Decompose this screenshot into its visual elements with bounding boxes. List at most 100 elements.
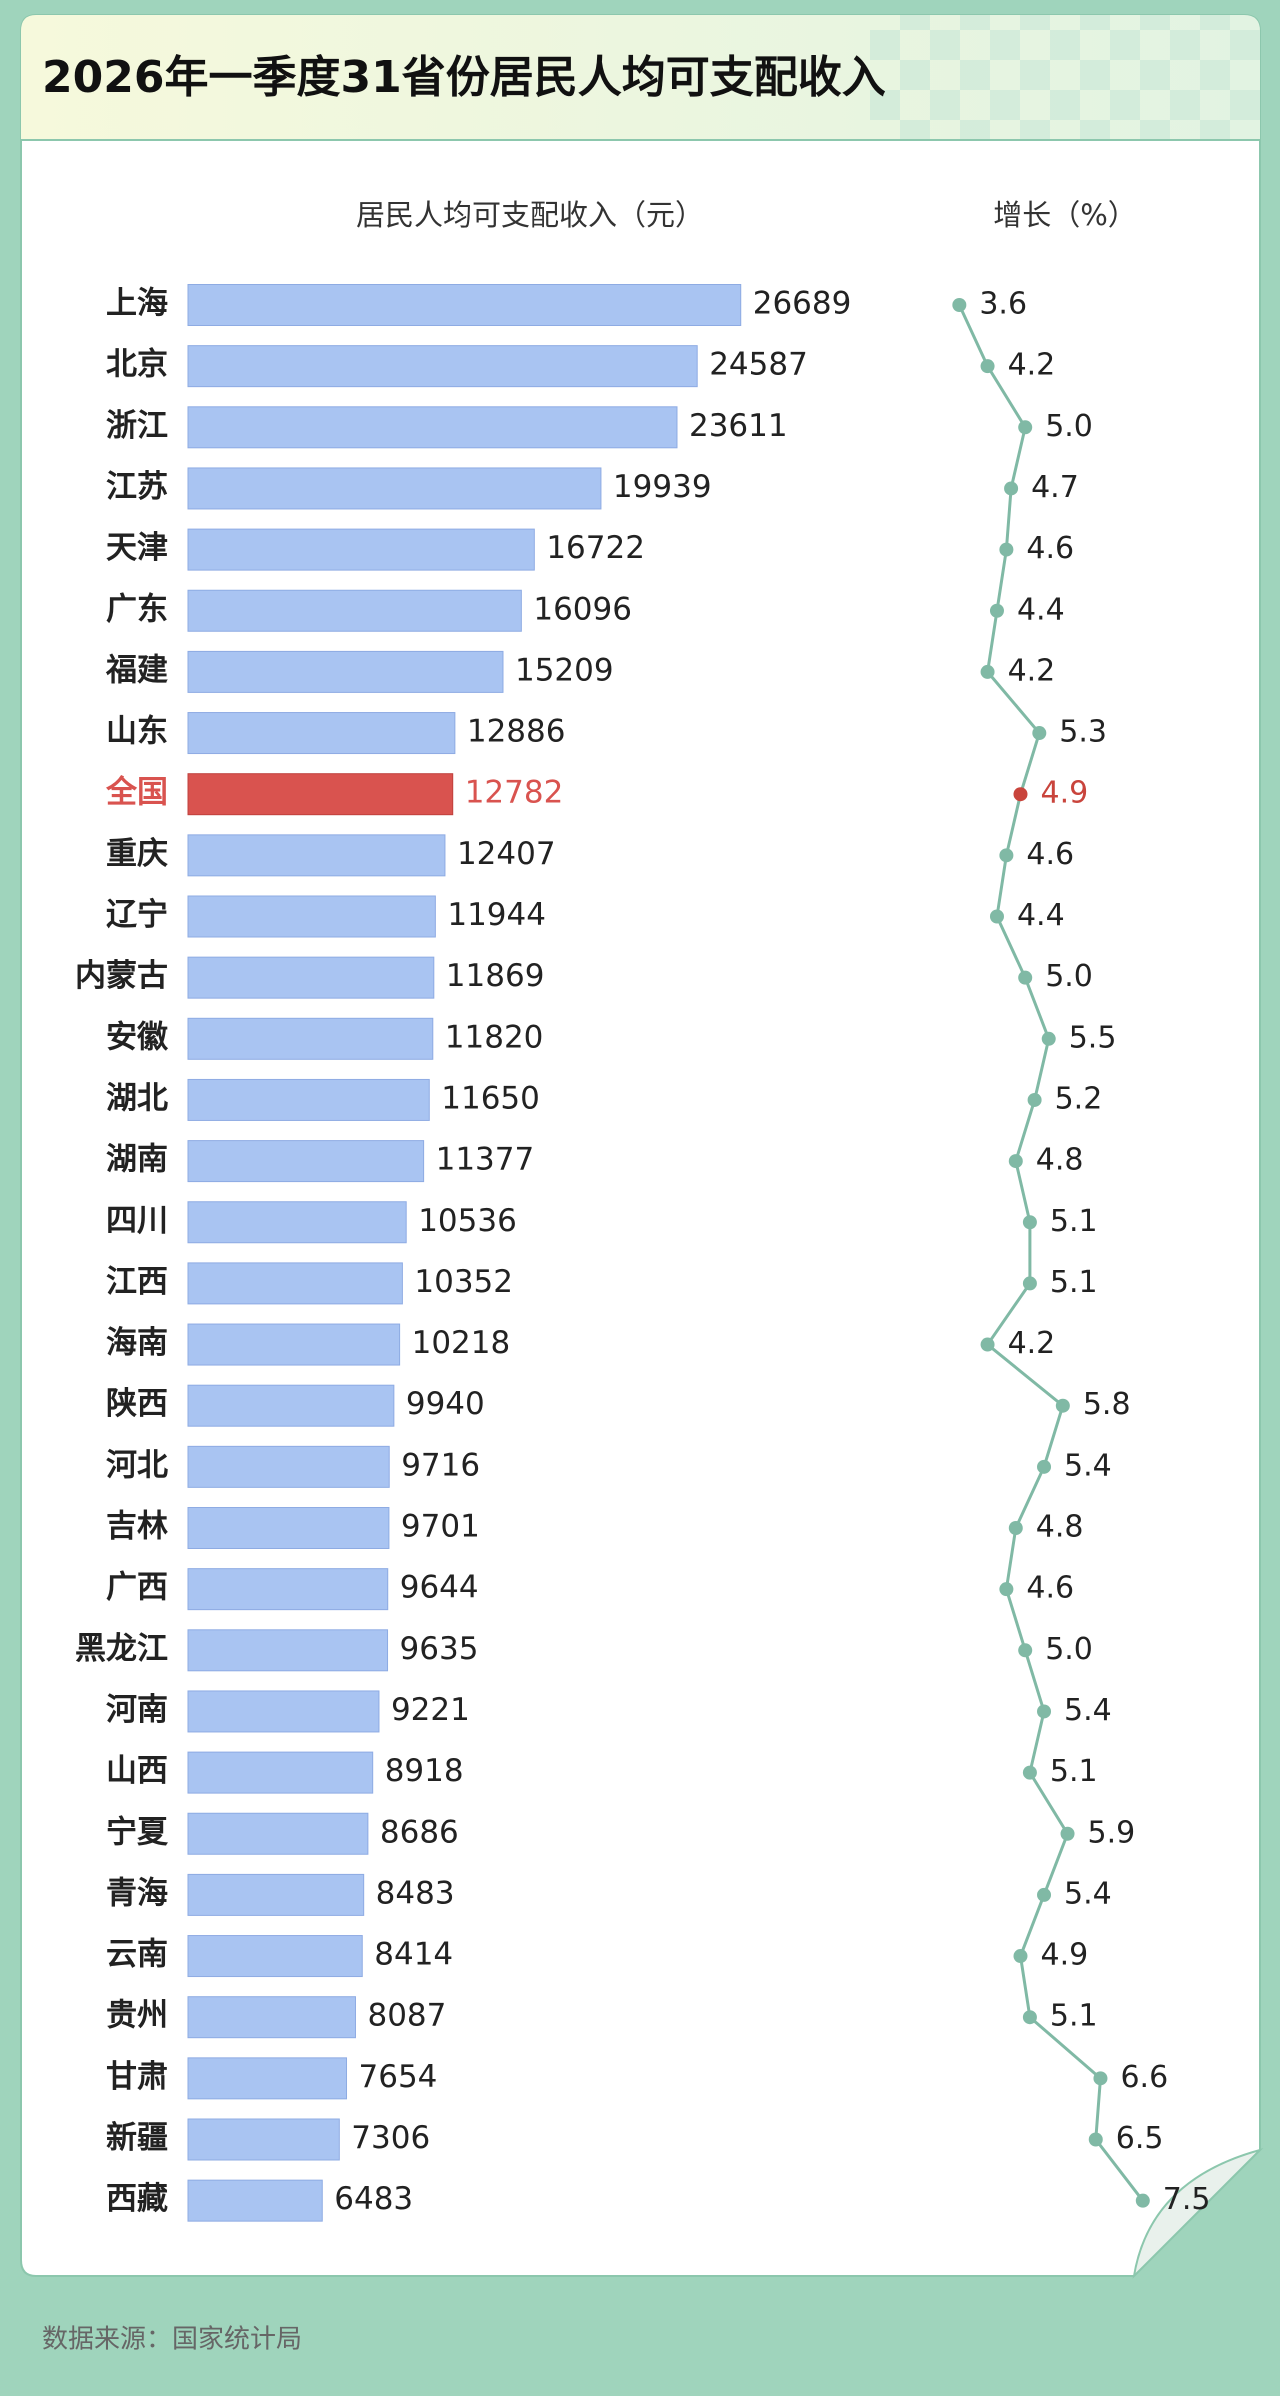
value-label: 9635 <box>400 1631 479 1667</box>
title: 2026年一季度31省份居民人均可支配收入 <box>42 52 886 103</box>
growth-label: 4.2 <box>1008 653 1056 688</box>
growth-label: 5.0 <box>1045 959 1093 994</box>
growth-dot <box>1037 1704 1052 1719</box>
title-pattern <box>870 15 1260 140</box>
category-label: 辽宁 <box>106 897 168 933</box>
value-label: 10536 <box>418 1203 517 1239</box>
value-label: 12782 <box>465 775 564 811</box>
growth-dot <box>989 909 1004 924</box>
growth-dot <box>1060 1826 1075 1841</box>
value-label: 8087 <box>367 1998 446 2034</box>
bar <box>187 2118 340 2161</box>
category-label: 北京 <box>106 347 168 383</box>
category-label: 四川 <box>106 1203 168 1239</box>
value-label: 9716 <box>401 1447 480 1483</box>
growth-line <box>957 304 1144 2202</box>
growth-dot <box>1055 1398 1070 1413</box>
value-label: 11869 <box>446 958 545 994</box>
growth-label: 5.3 <box>1059 715 1107 750</box>
growth-dot <box>1018 1643 1033 1658</box>
growth-dot <box>999 848 1014 863</box>
growth-dot <box>1093 2071 1108 2086</box>
value-label: 9940 <box>406 1386 485 1422</box>
growth-dot <box>1135 2193 1150 2208</box>
category-label: 甘肃 <box>106 2059 168 2095</box>
growth-dot <box>1022 1276 1037 1291</box>
value-label: 7654 <box>359 2059 438 2095</box>
bar <box>187 1323 401 1366</box>
growth-label: 5.1 <box>1050 1754 1098 1789</box>
growth-dot <box>989 603 1004 618</box>
category-label: 山西 <box>106 1753 168 1789</box>
source: 数据来源：国家统计局 <box>42 2325 302 2355</box>
bar <box>187 1507 390 1549</box>
bar <box>187 1140 425 1183</box>
value-label: 26689 <box>753 286 852 322</box>
value-label: 9644 <box>400 1570 479 1606</box>
bar <box>187 589 522 632</box>
growth-dot <box>1037 1459 1052 1474</box>
value-label: 10218 <box>412 1325 511 1361</box>
growth-label: 4.6 <box>1026 1571 1074 1606</box>
growth-label: 4.4 <box>1017 592 1065 627</box>
category-label: 吉林 <box>106 1509 168 1545</box>
bar <box>187 712 456 755</box>
category-label: 全国 <box>105 775 168 811</box>
value-label: 19939 <box>613 469 712 505</box>
growth-dot <box>1008 1154 1023 1169</box>
growth-label: 5.2 <box>1055 1081 1103 1116</box>
growth-label: 5.5 <box>1069 1020 1117 1055</box>
category-label: 青海 <box>106 1875 168 1911</box>
category-label: 宁夏 <box>106 1814 169 1850</box>
bar <box>187 773 454 816</box>
growth-label: 4.9 <box>1040 776 1088 811</box>
value-label: 11820 <box>445 1019 544 1055</box>
growth-label: 3.6 <box>979 287 1027 322</box>
category-label: 云南 <box>106 1937 168 1973</box>
value-label: 6483 <box>334 2181 413 2217</box>
bar <box>187 1873 365 1916</box>
category-label: 江苏 <box>106 469 168 505</box>
growth-label: 6.6 <box>1120 2060 1168 2095</box>
growth-dot <box>980 359 995 374</box>
bar <box>187 1078 430 1121</box>
growth-label: 5.0 <box>1045 409 1093 444</box>
value-label: 8918 <box>385 1753 464 1789</box>
category-label: 重庆 <box>106 836 168 872</box>
growth-label: 4.6 <box>1026 531 1074 566</box>
growth-dot <box>1004 481 1019 496</box>
growth-label: 5.1 <box>1050 1999 1098 2034</box>
bar <box>187 834 446 877</box>
bar <box>187 1812 369 1855</box>
growth-dot <box>1032 726 1047 741</box>
bar <box>187 406 678 449</box>
growth-dot <box>999 1582 1014 1597</box>
growth-label: 4.2 <box>1008 348 1056 383</box>
growth-label: 5.8 <box>1083 1387 1131 1422</box>
value-label: 11377 <box>436 1142 535 1178</box>
growth-label: 4.8 <box>1036 1510 1084 1545</box>
value-label: 9221 <box>391 1692 470 1728</box>
category-label: 天津 <box>106 530 168 566</box>
growth-dot <box>1013 1949 1028 1964</box>
value-label: 8483 <box>376 1875 455 1911</box>
growth-dot <box>1037 1887 1052 1902</box>
value-label: 15209 <box>515 652 614 688</box>
growth-label: 4.2 <box>1008 1326 1056 1361</box>
bar <box>187 895 436 938</box>
bar <box>187 1690 380 1733</box>
growth-dot <box>980 1337 995 1352</box>
bar <box>187 1751 374 1794</box>
bar <box>187 1201 407 1244</box>
growth-label: 5.4 <box>1064 1876 1112 1911</box>
category-label: 福建 <box>105 652 168 688</box>
category-label: 安徽 <box>106 1019 169 1055</box>
category-label: 内蒙古 <box>75 958 168 994</box>
value-label: 8414 <box>374 1937 453 1973</box>
category-label: 湖北 <box>106 1080 168 1116</box>
value-label: 9701 <box>401 1509 480 1545</box>
value-label: 7306 <box>351 2120 430 2156</box>
growth-dot <box>1022 1765 1037 1780</box>
category-label: 海南 <box>106 1325 168 1361</box>
